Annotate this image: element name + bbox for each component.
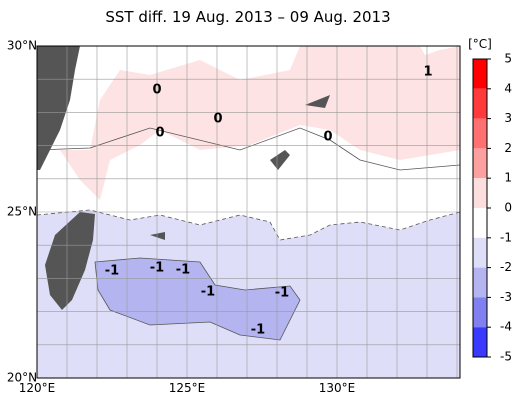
colorbar-tick-label: -1: [500, 230, 512, 244]
contour-label: -1: [251, 323, 265, 338]
warm-region: [37, 46, 460, 200]
contour-label: 0: [152, 83, 161, 98]
neutral-region: [37, 46, 300, 150]
contour-label: -1: [275, 286, 289, 301]
colorbar-swatch: [473, 118, 487, 149]
colorbar-swatch: [473, 267, 487, 298]
map-frame: [36, 45, 461, 379]
contour-label: 0: [213, 112, 222, 127]
lon-label: 120°E: [19, 381, 56, 395]
contour-label: -1: [105, 264, 119, 279]
colorbar-swatch: [473, 327, 487, 357]
colorbar-tick-label: 1: [504, 171, 512, 185]
lat-label: 25°N: [7, 205, 37, 219]
colorbar-tick-label: 4: [504, 81, 512, 95]
contour-label: 1: [423, 65, 432, 80]
colorbar-swatch: [473, 297, 487, 328]
china-coast: [37, 46, 80, 170]
lat-label: 20°N: [7, 371, 37, 385]
map-area: [37, 46, 460, 378]
colorbar-unit: [°C]: [468, 37, 492, 51]
colorbar-tick-label: -3: [500, 290, 512, 304]
colorbar-swatch: [473, 237, 487, 268]
contour-label: 0: [323, 130, 332, 145]
colorbar-tick-label: 5: [504, 52, 512, 66]
colorbar-tick-label: -2: [500, 260, 512, 274]
colorbar-tick-label: 2: [504, 141, 512, 155]
colorbar-swatch: [473, 148, 487, 179]
colorbar-tick-label: 3: [504, 111, 512, 125]
colorbar-swatch: [473, 208, 487, 238]
contour-zero: [37, 127, 460, 171]
contour-label: -1: [150, 261, 164, 276]
colorbar-swatch: [473, 88, 487, 119]
contour-label: 0: [155, 126, 164, 141]
colorbar-tick-label: 0: [504, 201, 512, 215]
colorbar-tick-label: -4: [500, 320, 512, 334]
title: SST diff. 19 Aug. 2013 – 09 Aug. 2013: [105, 8, 390, 26]
colorbar-swatch: [473, 59, 487, 89]
lon-label: 130°E: [319, 381, 356, 395]
lon-label: 125°E: [169, 381, 206, 395]
contour-labels: 0 0 0 0 1 -1 -1 -1 -1 -1 -1: [105, 65, 433, 338]
grid: [37, 46, 460, 378]
colorbar: 5 4 3 2 1 0 -1 -2 -3 -4 -5: [472, 52, 512, 364]
taiwan: [45, 212, 95, 310]
contour-label: -1: [176, 263, 190, 278]
colorbar-tick-label: -5: [500, 350, 512, 364]
lat-label: 30°N: [7, 39, 37, 53]
contour-label: -1: [201, 285, 215, 300]
colorbar-swatch: [473, 178, 487, 208]
